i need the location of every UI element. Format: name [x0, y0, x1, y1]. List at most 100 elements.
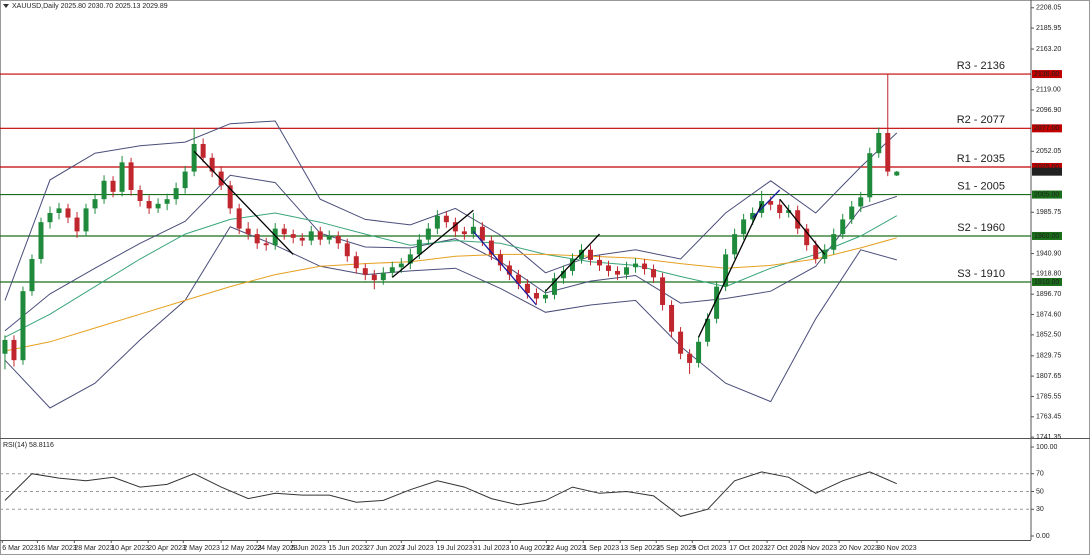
rsi-line	[4, 471, 898, 517]
level-tag	[1032, 277, 1062, 286]
x-tick-label: 28 Mar 2023	[74, 545, 113, 552]
y-tick-label: 2052.05	[1036, 148, 1061, 155]
price-tag	[1032, 167, 1062, 176]
candle-body	[569, 258, 575, 271]
candle-body	[750, 212, 756, 220]
y-tick-label: 2185.95	[1036, 25, 1061, 32]
candle-body	[371, 274, 377, 281]
level-tag	[1032, 231, 1062, 240]
candle-body	[335, 235, 341, 244]
y-tick-label: 2163.20	[1036, 46, 1061, 53]
x-tick-label: 7 Jul 2023	[401, 545, 433, 552]
level-label: R3 - 2136	[957, 60, 1005, 72]
y-tick-label: 1940.90	[1036, 250, 1061, 257]
y-tick-label: 30	[1036, 506, 1044, 513]
candle-body	[660, 277, 666, 305]
candle-body	[272, 228, 278, 246]
indicator-line	[4, 212, 898, 338]
candle-body	[398, 263, 404, 268]
level-tag-label: 2005.00	[1034, 191, 1059, 198]
x-tick-label: 20 Nov 2023	[839, 545, 879, 552]
candle-body	[524, 283, 530, 294]
y-tick-label: 50	[1036, 488, 1044, 495]
candle-body	[786, 210, 792, 213]
candle-body	[425, 228, 431, 240]
y-tick-label: 1852.50	[1036, 332, 1061, 339]
menu-icon	[3, 4, 9, 8]
y-tick-label: 1985.75	[1036, 209, 1061, 216]
candle-body	[200, 143, 206, 158]
candle-body	[38, 222, 44, 259]
candle-body	[768, 201, 774, 205]
y-tick-label: 1807.65	[1036, 373, 1061, 380]
candle-body	[452, 222, 458, 232]
candle-body	[542, 294, 548, 299]
candle-body	[777, 204, 783, 213]
x-tick-label: 17 Oct 2023	[729, 545, 767, 552]
level-tag-label: 1910.00	[1034, 279, 1059, 286]
candle-body	[227, 185, 233, 209]
x-tick-label: 22 Aug 2023	[546, 545, 585, 552]
x-tick-label: 27 Oct 2023	[767, 545, 805, 552]
candle-body	[389, 267, 395, 273]
y-tick-label: 2096.90	[1036, 107, 1061, 114]
candle-body	[137, 189, 143, 202]
candle-body	[831, 234, 837, 250]
candle-body	[849, 206, 855, 220]
y-tick-label: 2208.05	[1036, 5, 1061, 12]
candle-body	[858, 197, 864, 207]
candle-body	[146, 201, 152, 209]
x-tick-label: 31 Jul 2023	[473, 545, 509, 552]
candle-body	[642, 263, 648, 270]
candle-body	[533, 293, 539, 299]
candle-body	[804, 228, 810, 246]
rsi-title: RSI(14) 58.8116	[3, 442, 54, 449]
candle-body	[443, 215, 449, 223]
candle-body	[362, 268, 368, 275]
candle-body	[633, 263, 639, 268]
candle-body	[92, 199, 98, 209]
candle-body	[795, 210, 801, 229]
candle-body	[47, 212, 53, 223]
candle-body	[723, 254, 729, 287]
candle-body	[110, 180, 116, 192]
level-label: S2 - 1960	[957, 222, 1005, 234]
x-tick-label: 19 Jul 2023	[436, 545, 472, 552]
candle-body	[813, 245, 819, 259]
candle-body	[696, 341, 702, 363]
candle-body	[317, 231, 323, 240]
candle-body	[344, 243, 350, 257]
level-label: S3 - 1910	[957, 268, 1005, 280]
x-tick-label: 27 Jun 2023	[366, 545, 405, 552]
candle-body	[651, 269, 657, 278]
candle-body	[894, 171, 900, 176]
level-tag-label: 2035.00	[1034, 164, 1059, 171]
x-tick-label: 10 Aug 2023	[510, 545, 549, 552]
y-tick-label: 1763.45	[1036, 414, 1061, 421]
candle-body	[290, 234, 296, 238]
candle-body	[759, 201, 765, 213]
candle-body	[380, 272, 386, 281]
candle-body	[506, 265, 512, 275]
candle-body	[515, 274, 521, 284]
x-tick-label: 25 Sep 2023	[656, 545, 696, 552]
x-tick-label: 12 May 2023	[221, 545, 262, 552]
candle-body	[705, 318, 711, 342]
x-tick-label: 15 Jun 2023	[328, 545, 367, 552]
indicator-line	[4, 237, 897, 352]
trend-line	[698, 203, 763, 338]
candle-body	[497, 254, 503, 266]
candle-body	[578, 249, 584, 259]
candle-body	[876, 132, 882, 154]
candle-body	[218, 171, 224, 186]
indicator-line	[4, 120, 898, 301]
x-tick-label: 20 Apr 2023	[148, 545, 186, 552]
candle-body	[885, 132, 891, 172]
candle-body	[407, 254, 413, 264]
candle-body	[840, 219, 846, 235]
candle-body	[155, 203, 161, 209]
y-tick-label: 1829.75	[1036, 353, 1061, 360]
candle-body	[236, 208, 242, 229]
